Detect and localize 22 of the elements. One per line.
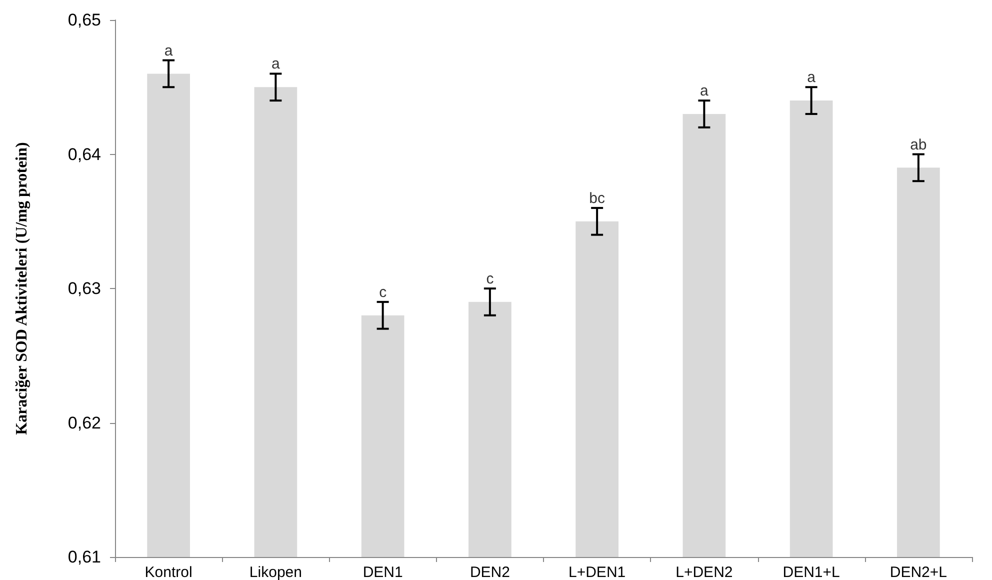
x-tick-label: DEN2 [470, 564, 510, 580]
y-tick-label: 0,61 [68, 548, 101, 566]
annotation: ab [910, 136, 927, 154]
x-tick-label: Kontrol [144, 564, 192, 580]
y-tick-label: 0,62 [68, 413, 101, 432]
annotation: a [272, 56, 281, 73]
x-tick-label: Likopen [249, 564, 302, 580]
y-tick-label: 0,63 [68, 279, 101, 298]
x-tick-label: DEN1 [362, 564, 403, 580]
x-tick-label: DEN2+L [890, 564, 947, 580]
x-tick-label: DEN1+L [782, 564, 840, 580]
y-tick-label: 0,64 [68, 144, 101, 164]
y-tick-label: 0,65 [68, 10, 101, 30]
annotation: a [164, 42, 174, 60]
y-axis-title: Karaciğer SOD Aktiviteleri (U/mg protein) [14, 142, 30, 435]
annotation: a [807, 69, 816, 86]
x-tick-label: L+DEN2 [676, 564, 733, 580]
annotation: c [486, 270, 494, 288]
annotation: bc [589, 190, 606, 207]
annotation: c [379, 284, 388, 301]
annotation: a [700, 82, 710, 100]
x-tick-label: L+DEN1 [568, 564, 626, 580]
